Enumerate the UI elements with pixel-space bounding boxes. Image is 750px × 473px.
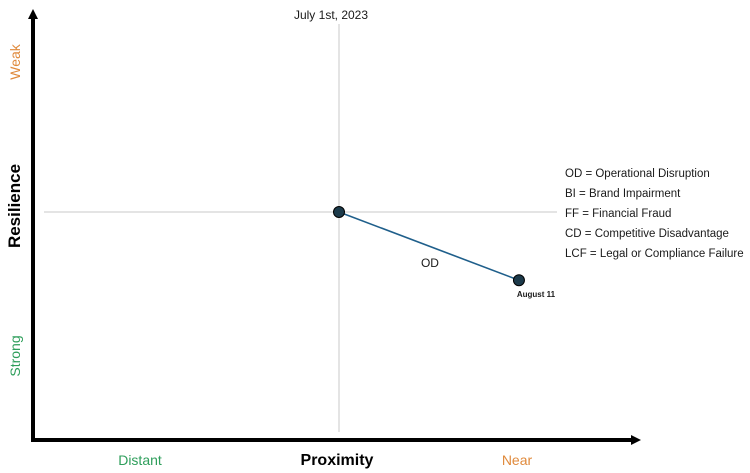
y-axis-title: Resilience xyxy=(5,164,24,248)
series-line-od xyxy=(338,211,520,281)
series-layer: OD August 11 xyxy=(333,206,556,299)
x-low-label: Distant xyxy=(118,452,162,468)
legend-item-lcf: LCF = Legal or Compliance Failure xyxy=(565,248,744,260)
data-point-label: August 11 xyxy=(517,290,556,299)
x-axis-title: Proximity xyxy=(301,452,374,469)
legend-item-cd: CD = Competitive Disadvantage xyxy=(565,228,729,240)
y-low-label: Strong xyxy=(7,335,23,376)
legend-item-bi: BI = Brand Impairment xyxy=(565,188,681,200)
data-point xyxy=(512,274,525,287)
x-high-label: Near xyxy=(502,452,533,468)
reference-line-label: July 1st, 2023 xyxy=(294,8,368,22)
y-high-label: Weak xyxy=(7,43,23,80)
legend-item-od: OD = Operational Disruption xyxy=(565,168,710,180)
series-label: OD xyxy=(421,256,439,270)
legend-item-ff: FF = Financial Fraud xyxy=(565,208,672,220)
legend: OD = Operational Disruption BI = Brand I… xyxy=(565,164,744,264)
data-point xyxy=(333,206,345,218)
